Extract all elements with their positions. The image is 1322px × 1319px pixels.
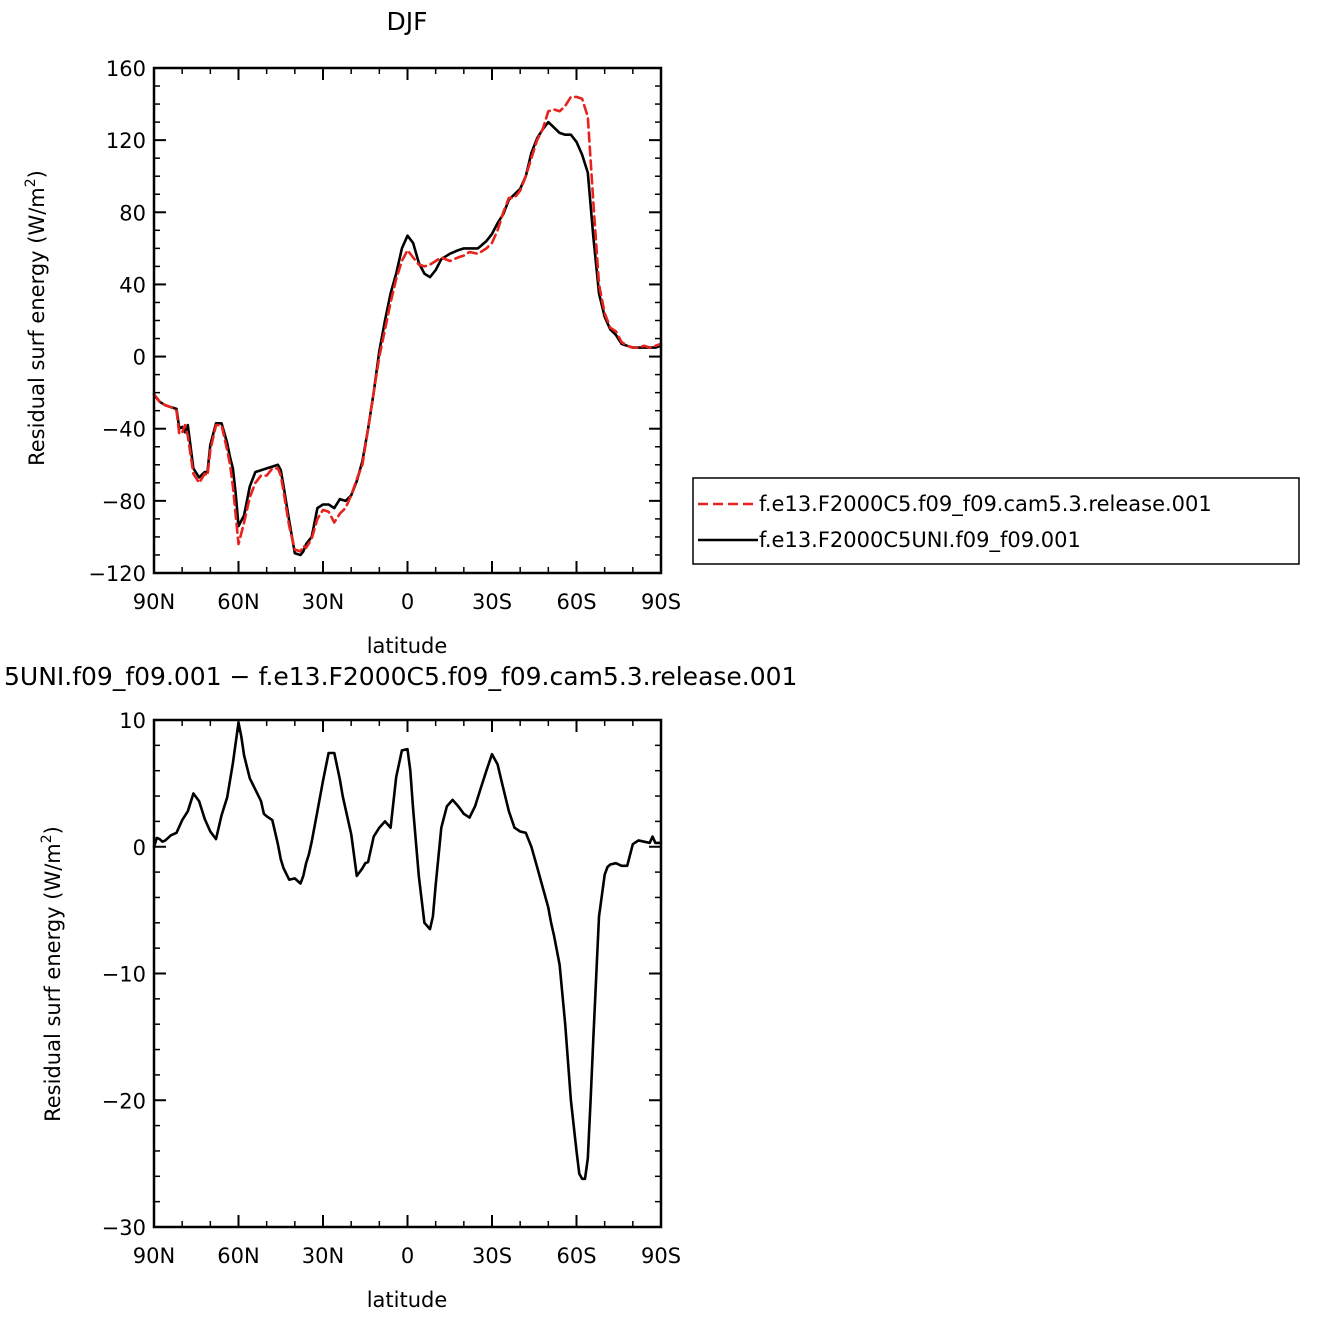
top-y-axis-label-main: Residual surf energy (W/m <box>25 187 49 466</box>
x-tick-label: 0 <box>401 590 414 614</box>
x-tick-label: 60S <box>556 1244 596 1268</box>
legend: f.e13.F2000C5.f09_f09.cam5.3.release.001… <box>692 477 1300 565</box>
y-tick-label: 40 <box>119 273 146 297</box>
x-tick-label: 60S <box>556 590 596 614</box>
x-tick-label: 90S <box>641 590 681 614</box>
legend-label-series-1: f.e13.F2000C5.f09_f09.cam5.3.release.001 <box>759 492 1212 517</box>
y-tick-label: −120 <box>88 562 146 586</box>
top-x-axis-label: latitude <box>367 634 448 658</box>
top-series-line-1 <box>152 95 663 553</box>
top-y-axis-label: Residual surf energy (W/m2) <box>23 170 49 466</box>
top-plot-frame <box>152 66 663 575</box>
top-axes: 90N 60N 30N 0 30S 60S 90S −120 −80 −40 0 40 80 120 160 <box>88 57 681 614</box>
bottom-panel: 5UNI.f09_f09.001 − f.e13.F2000C5.f09_f09… <box>4 662 797 1312</box>
y-tick-label: 0 <box>133 346 146 370</box>
x-tick-label: 30N <box>302 590 344 614</box>
top-series-line-2 <box>152 120 663 557</box>
y-tick-label: 0 <box>133 836 146 860</box>
bottom-axes: 90N 60N 30N 0 30S 60S 90S −30 −20 −10 0 10 <box>102 709 681 1268</box>
bottom-plot-frame <box>152 718 663 1229</box>
top-panel-title: DJF <box>386 7 427 36</box>
y-tick-label: 120 <box>106 129 146 153</box>
top-plot-area <box>152 95 663 557</box>
x-tick-label: 30S <box>472 1244 512 1268</box>
bottom-series-line-1 <box>152 721 663 1181</box>
x-tick-label: 60N <box>217 1244 259 1268</box>
x-tick-label: 30S <box>472 590 512 614</box>
x-tick-label: 0 <box>401 1244 414 1268</box>
legend-frame <box>692 477 1300 565</box>
x-tick-label: 90N <box>133 590 175 614</box>
y-tick-label: −80 <box>102 490 146 514</box>
bottom-panel-title: 5UNI.f09_f09.001 − f.e13.F2000C5.f09_f09… <box>4 662 797 691</box>
y-tick-label: 10 <box>119 709 146 733</box>
y-tick-label: −30 <box>102 1216 146 1240</box>
x-tick-label: 60N <box>217 590 259 614</box>
y-tick-label: 160 <box>106 57 146 81</box>
bottom-x-axis-label: latitude <box>367 1288 448 1312</box>
bottom-y-axis-label-close: ) <box>41 826 65 834</box>
top-panel: DJF 90N 60N 30N 0 30S 60S 90S −120 −80 −40 0 40 80 12… <box>23 7 1300 658</box>
top-y-axis-label-sup: 2 <box>23 178 39 187</box>
legend-label-series-2: f.e13.F2000C5UNI.f09_f09.001 <box>759 528 1081 553</box>
y-tick-label: −10 <box>102 963 146 987</box>
x-tick-label: 90S <box>641 1244 681 1268</box>
y-tick-label: −20 <box>102 1089 146 1113</box>
y-tick-label: −40 <box>102 418 146 442</box>
x-tick-label: 30N <box>302 1244 344 1268</box>
bottom-y-axis-label-main: Residual surf energy (W/m <box>41 843 65 1122</box>
bottom-y-axis-label: Residual surf energy (W/m2) <box>39 826 65 1122</box>
y-tick-label: 80 <box>119 201 146 225</box>
top-y-axis-label-close: ) <box>25 170 49 178</box>
x-tick-label: 90N <box>133 1244 175 1268</box>
bottom-plot-area <box>152 721 663 1181</box>
bottom-y-axis-label-sup: 2 <box>39 834 55 843</box>
